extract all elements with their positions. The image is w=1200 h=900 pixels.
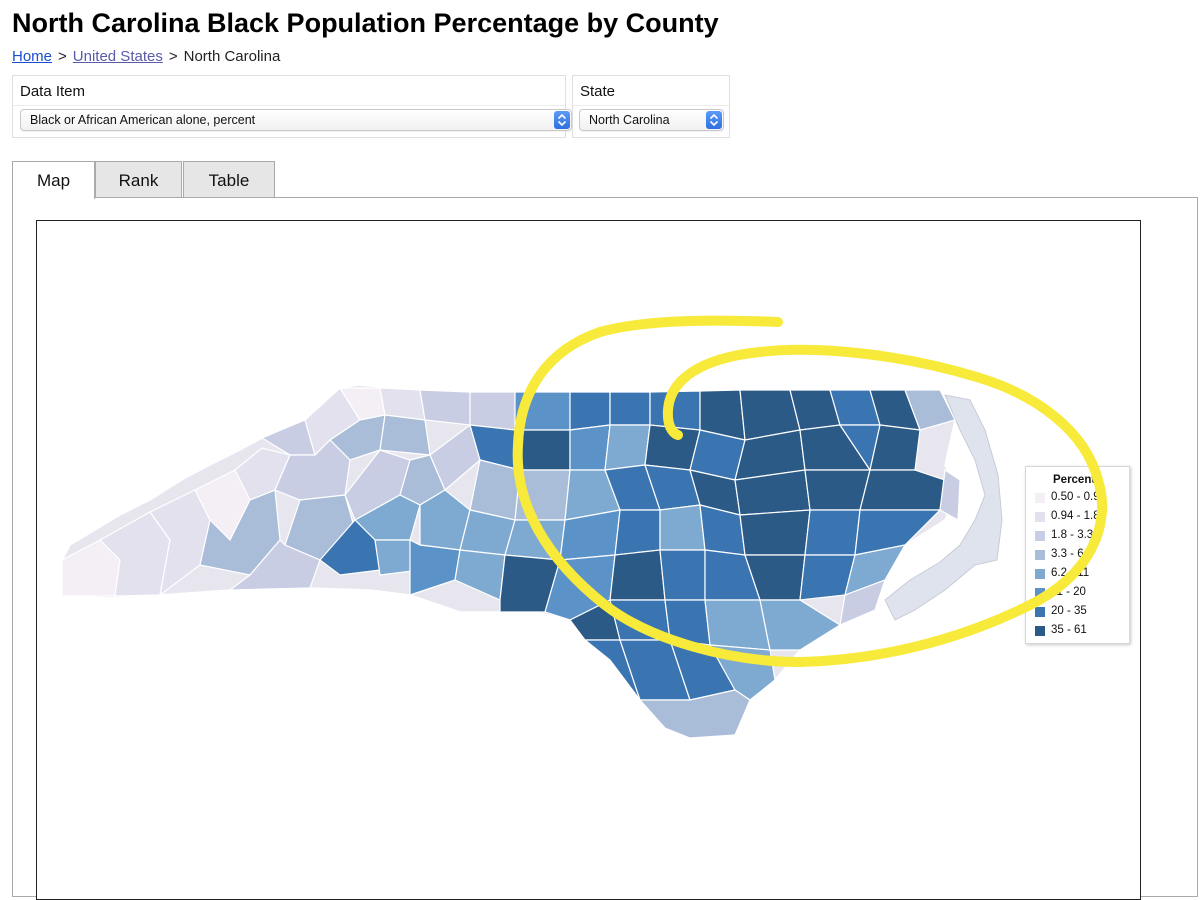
county-shapes (61, 387, 961, 739)
legend-label: 6.2 - 11 (1051, 567, 1090, 579)
county[interactable] (804, 469, 871, 511)
county[interactable] (274, 439, 351, 501)
tab-rank[interactable]: Rank (95, 161, 182, 198)
breadcrumb-united-states-link[interactable]: United States (72, 48, 163, 65)
legend-swatch (1035, 550, 1045, 560)
data-item-selector: Data Item Black or African American alon… (12, 75, 572, 138)
legend-label: 35 - 61 (1051, 624, 1087, 636)
county[interactable] (514, 391, 571, 431)
legend-label: 0.94 - 1.8 (1051, 510, 1100, 522)
county[interactable] (739, 509, 811, 556)
data-item-label: Data Item (20, 83, 86, 100)
map-legend: Percent 0.50 - 0.94 0.94 - 1.8 1.8 - 3.3… (1025, 466, 1130, 644)
legend-label: 3.3 - 6.2 (1051, 548, 1094, 560)
state-label: State (580, 83, 616, 100)
legend-swatch (1035, 531, 1045, 541)
legend-swatch (1035, 626, 1045, 636)
legend-label: 0.50 - 0.94 (1051, 491, 1106, 503)
breadcrumb-separator: > (58, 48, 67, 65)
county[interactable] (659, 504, 706, 551)
north-carolina-county-map[interactable] (0, 0, 1200, 875)
county[interactable] (614, 509, 661, 556)
county[interactable] (659, 549, 706, 601)
breadcrumb: Home > United States > North Carolina (12, 48, 280, 65)
county[interactable] (199, 489, 281, 576)
county[interactable] (609, 599, 671, 641)
legend-swatch (1035, 493, 1045, 503)
county[interactable] (514, 429, 571, 471)
breadcrumb-separator: > (168, 48, 178, 65)
legend-swatch (1035, 588, 1045, 598)
legend-label: 11 - 20 (1051, 586, 1086, 598)
divider (13, 105, 565, 106)
county[interactable] (569, 391, 611, 431)
breadcrumb-home-link[interactable]: Home (12, 48, 53, 65)
select-stepper-icon[interactable] (554, 111, 570, 129)
data-item-select[interactable]: Black or African American alone, percent (20, 109, 572, 131)
legend-swatch (1035, 607, 1045, 617)
data-item-value: Black or African American alone, percent (30, 113, 256, 127)
state-value: North Carolina (589, 113, 670, 127)
county[interactable] (504, 519, 566, 561)
county[interactable] (379, 414, 431, 456)
state-selector: State North Carolina (572, 75, 730, 138)
legend-title: Percent (1053, 474, 1096, 486)
county[interactable] (638, 689, 751, 739)
tab-table[interactable]: Table (183, 161, 275, 198)
county[interactable] (664, 599, 711, 646)
county[interactable] (804, 509, 861, 556)
legend-swatch (1035, 512, 1045, 522)
legend-label: 20 - 35 (1051, 605, 1087, 617)
county[interactable] (604, 424, 651, 471)
legend-swatch (1035, 569, 1045, 579)
county[interactable] (609, 549, 666, 601)
county[interactable] (859, 469, 946, 511)
county[interactable] (704, 599, 771, 651)
county[interactable] (649, 390, 701, 431)
county[interactable] (419, 389, 471, 426)
county[interactable] (514, 469, 571, 521)
select-stepper-icon[interactable] (706, 111, 722, 129)
legend-label: 1.8 - 3.3 (1051, 529, 1094, 541)
county[interactable] (569, 424, 611, 471)
county[interactable] (609, 391, 651, 426)
breadcrumb-current: North Carolina (183, 48, 281, 65)
county[interactable] (469, 391, 516, 431)
tab-map[interactable]: Map (12, 161, 95, 199)
page-title: North Carolina Black Population Percenta… (12, 8, 719, 38)
divider (573, 105, 729, 106)
state-select[interactable]: North Carolina (579, 109, 724, 131)
